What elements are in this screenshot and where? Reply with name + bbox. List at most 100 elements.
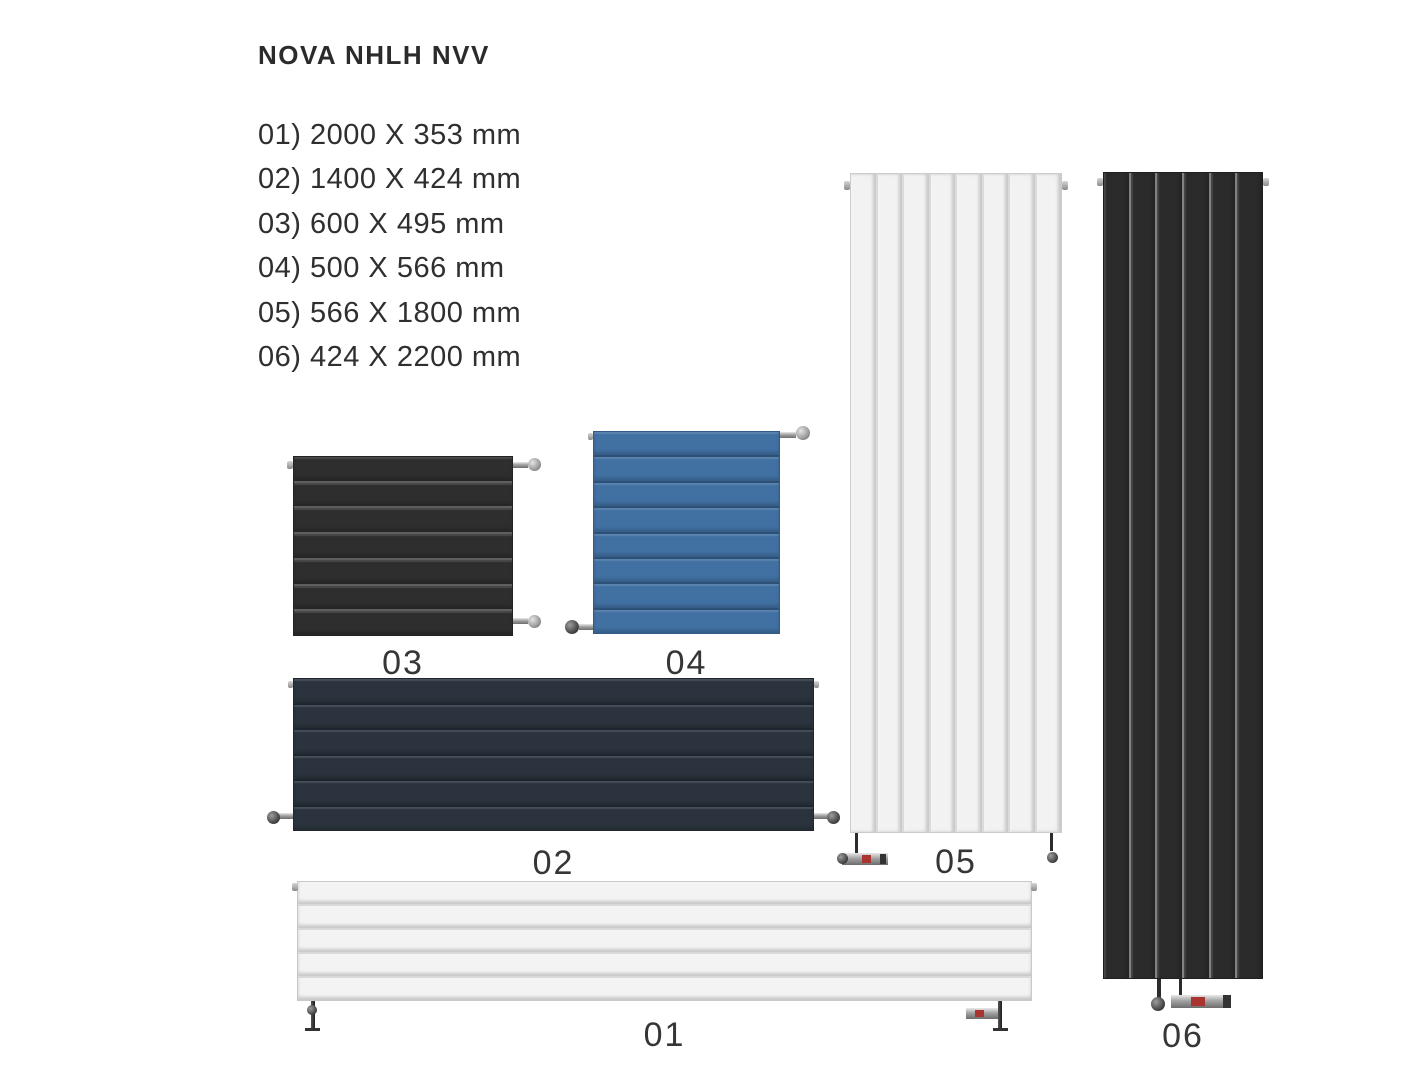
foot-right-icon	[998, 1001, 1002, 1029]
valve-dark-segment-icon	[880, 854, 886, 864]
radiator-03-label: 03	[382, 644, 424, 682]
valve-knob-icon	[837, 853, 848, 864]
pipe-cap-icon	[1062, 181, 1068, 190]
radiator-slat	[594, 432, 779, 456]
pipe-cap-icon	[588, 433, 593, 440]
valve-pipe-icon	[780, 432, 796, 438]
radiator-04-label: 04	[665, 644, 708, 682]
radiator-02-image: 02	[267, 678, 840, 882]
radiator-slat	[1104, 173, 1129, 978]
radiator-slat	[294, 611, 512, 636]
valve-stem-icon	[1179, 979, 1182, 995]
page-title: NOVA NHLH NVV	[258, 40, 490, 70]
radiator-slat	[1010, 174, 1035, 832]
radiator-slat	[294, 781, 813, 805]
radiator-slat	[594, 533, 779, 557]
radiator-slat	[594, 609, 779, 633]
radiator-slat	[983, 174, 1008, 832]
size-item-05: 05) 566 X 1800 mm	[258, 296, 522, 329]
radiator-01-label: 01	[643, 1016, 686, 1054]
radiator-slat	[298, 930, 1031, 952]
radiator-slat	[298, 882, 1031, 904]
pipe-cap-icon	[292, 883, 298, 891]
radiator-slat	[851, 174, 876, 832]
radiator-05-panel	[850, 173, 1062, 833]
radiator-slat	[594, 558, 779, 583]
radiator-01-panel	[297, 881, 1032, 1001]
radiator-slat	[930, 174, 955, 832]
valve-pipe-icon	[814, 813, 828, 819]
radiator-slat	[298, 978, 1031, 1000]
valve-dark-segment-icon	[1223, 995, 1231, 1008]
pipe-cap-icon	[1031, 883, 1037, 891]
radiator-slat	[294, 806, 813, 830]
radiator-slat	[904, 174, 929, 832]
radiator-03-image: 03	[287, 456, 541, 682]
radiator-01-image: 01	[292, 881, 1037, 1054]
radiator-slat	[1237, 173, 1263, 978]
radiator-slat	[1130, 173, 1156, 978]
pipe-cap-icon	[1097, 178, 1103, 186]
valve-knob-icon	[307, 1005, 317, 1015]
radiator-06-image: 06	[1097, 172, 1269, 1055]
radiator-slat	[594, 508, 779, 532]
radiator-02-panel	[293, 678, 814, 831]
size-item-01: 01) 2000 X 353 mm	[258, 118, 522, 151]
radiator-slat	[294, 559, 512, 584]
radiator-slat	[1036, 174, 1061, 832]
radiator-06-label: 06	[1162, 1017, 1204, 1055]
radiator-04-image: 04	[565, 426, 810, 682]
radiator-slat	[957, 174, 982, 832]
valve-knob-icon	[565, 620, 579, 634]
valve-pipe-icon	[579, 624, 593, 630]
pipe-cap-icon	[288, 681, 293, 688]
radiator-slat	[877, 174, 902, 832]
size-item-02: 02) 1400 X 424 mm	[258, 163, 522, 196]
valve-knob-icon	[827, 811, 840, 824]
pipe-cap-icon	[844, 181, 850, 190]
valve-pipe-icon	[513, 462, 528, 468]
valve-knob-icon	[796, 426, 810, 440]
radiator-slat	[294, 704, 813, 728]
radiator-06-panel	[1103, 172, 1263, 979]
pipe-cap-icon	[814, 681, 819, 688]
radiator-05-label: 05	[935, 843, 977, 881]
size-list: 01) 2000 X 353 mm 02) 1400 X 424 mm 03) …	[258, 113, 521, 380]
valve-stem-icon	[855, 833, 858, 853]
radiator-slat	[594, 457, 779, 481]
pipe-cap-icon	[1263, 178, 1269, 186]
size-item-04: 04) 500 X 566 mm	[258, 252, 505, 285]
foot-left-base-icon	[305, 1028, 320, 1031]
valve-knob-icon	[528, 458, 541, 471]
valve-red-band-icon	[975, 1010, 984, 1017]
radiator-slat	[294, 508, 512, 533]
pipe-cap-icon	[287, 461, 293, 469]
foot-left-icon	[311, 1001, 315, 1029]
radiator-03-panel	[293, 456, 513, 636]
valve-knob-icon	[267, 811, 280, 824]
size-item-03: 03) 600 X 495 mm	[258, 207, 505, 240]
valve-stem-icon	[1050, 833, 1053, 851]
radiator-04-panel	[593, 431, 780, 634]
radiator-slat	[594, 482, 779, 507]
radiator-slat	[294, 679, 813, 703]
radiator-02-label: 02	[532, 844, 575, 882]
radiator-slat	[294, 457, 512, 481]
radiator-slat	[594, 584, 779, 608]
valve-knob-icon	[1047, 852, 1058, 863]
radiator-slat	[294, 730, 813, 754]
valve-pipe-icon	[279, 813, 293, 819]
radiator-slat	[294, 755, 813, 779]
radiator-slat	[298, 954, 1031, 976]
radiator-slat	[294, 585, 512, 610]
radiator-slat	[294, 482, 512, 507]
size-item-06: 06) 424 X 2200 mm	[258, 341, 522, 374]
foot-right-base-icon	[993, 1028, 1008, 1031]
valve-pipe-icon	[513, 618, 528, 624]
valve-red-band-icon	[862, 855, 871, 863]
radiator-slat	[1210, 173, 1236, 978]
radiator-slat	[1184, 173, 1209, 978]
radiator-slat	[294, 534, 512, 558]
valve-knob-icon	[528, 615, 541, 628]
